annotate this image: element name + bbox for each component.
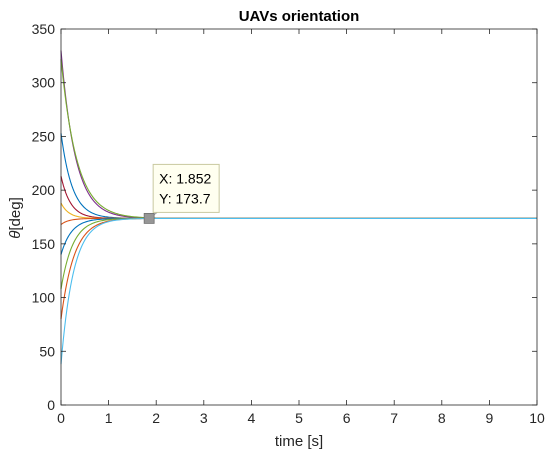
datatip-marker[interactable]	[143, 212, 155, 224]
series-group	[60, 50, 537, 365]
chart-title: UAVs orientation	[239, 8, 360, 25]
series-line-10	[60, 217, 537, 365]
datatip-box	[152, 163, 220, 213]
x-tick-label: 0	[57, 410, 65, 426]
y-tick-label: 150	[32, 236, 56, 252]
y-tick-label: 0	[47, 397, 55, 413]
x-tick-label: 8	[438, 410, 446, 426]
y-tick-label: 350	[32, 21, 56, 37]
y-tick-label: 50	[39, 343, 55, 359]
y-tick-label: 100	[32, 290, 56, 306]
datatip-x-text: X: 1.852	[159, 170, 211, 186]
x-tick-label: 10	[529, 410, 545, 426]
y-tick-label: 200	[32, 182, 56, 198]
x-tick-label: 9	[486, 410, 494, 426]
x-tick-label: 7	[390, 410, 398, 426]
x-tick-label: 2	[152, 410, 160, 426]
x-tick-label: 1	[105, 410, 113, 426]
y-tick-label: 300	[32, 75, 56, 91]
datatip-y-text: Y: 173.7	[159, 190, 211, 206]
x-tick-label: 5	[295, 410, 303, 426]
x-axis-label: time [s]	[275, 433, 323, 450]
ticks-group	[60, 28, 538, 406]
x-tick-label: 6	[343, 410, 351, 426]
y-axis-label: θ[deg]	[7, 197, 24, 239]
x-tick-label: 4	[248, 410, 256, 426]
y-tick-label: 250	[32, 128, 56, 144]
y-axis-label-unit: [deg]	[7, 197, 24, 230]
x-tick-label: 3	[200, 410, 208, 426]
y-axis-label-symbol: θ	[7, 231, 24, 239]
datatip[interactable]: X: 1.852 Y: 173.7	[143, 163, 220, 224]
